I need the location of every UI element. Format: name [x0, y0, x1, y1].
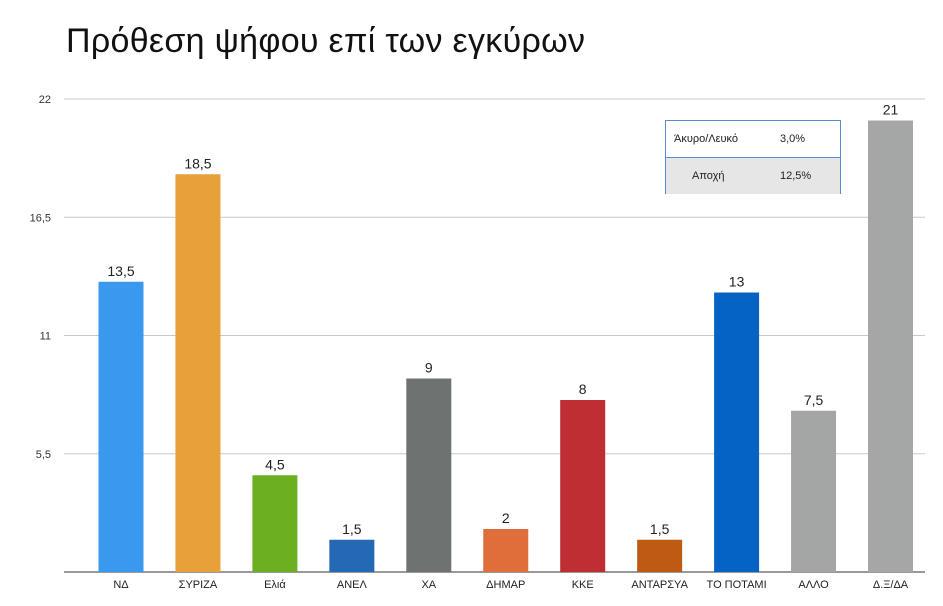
x-tick-label: ΑΝΤΑΡΣΥΑ	[631, 579, 688, 591]
stats-table: Άκυρο/Λευκό 3,0% Αποχή 12,5%	[665, 120, 841, 194]
x-tick-label: Ελιά	[264, 579, 286, 591]
bar-value-label: 21	[883, 102, 899, 118]
bar-value-label: 13,5	[107, 263, 134, 279]
bar-value-label: 9	[425, 360, 433, 376]
x-tick-label: ΑΛΛΟ	[798, 579, 829, 591]
y-tick-label: 5,5	[36, 449, 51, 461]
bar	[98, 281, 144, 572]
x-tick-label: ΧΑ	[421, 579, 436, 591]
y-tick-label: 16,5	[30, 212, 51, 224]
stats-divider	[666, 157, 840, 158]
bar	[714, 292, 760, 572]
bar-value-label: 8	[579, 381, 587, 397]
x-axis-tick-labels: ΝΔ ΣΥΡΙΖΑ Ελιά ΑΝΕΛ ΧΑ ΔΗΜΑΡ ΚΚΕ ΑΝΤΑΡΣΥΑ ΤΟ ΠΟΤ…	[113, 579, 908, 591]
stats-row-abstention: Αποχή 12,5%	[666, 158, 840, 194]
bar-value-label: 18,5	[184, 155, 211, 171]
stats-label: Αποχή	[692, 170, 725, 182]
x-tick-label: ΑΝΕΛ	[337, 579, 368, 591]
bar-value-labels: 13,5 18,5 4,5 1,5 9 2 8 1,5 13 7,5 21	[107, 102, 898, 537]
stats-label: Άκυρο/Λευκό	[674, 133, 739, 145]
x-tick-label: ΚΚΕ	[572, 579, 594, 591]
bar	[868, 120, 913, 572]
x-tick-label: ΤΟ ΠΟΤΑΜΙ	[707, 579, 767, 591]
bar	[637, 539, 683, 572]
bar-value-label: 1,5	[342, 521, 362, 537]
y-tick-label: 22	[39, 94, 51, 106]
x-tick-label: ΣΥΡΙΖΑ	[179, 579, 218, 591]
bar	[175, 174, 221, 572]
bars	[98, 120, 913, 572]
stats-value: 3,0%	[780, 133, 806, 145]
x-tick-label: ΝΔ	[113, 579, 129, 591]
bar-value-label: 7,5	[804, 392, 824, 408]
chart-title: Πρόθεση ψήφου επί των εγκύρων	[66, 22, 586, 60]
bar-value-label: 13	[729, 274, 745, 290]
bar	[560, 400, 606, 572]
y-tick-label: 11	[40, 331, 51, 343]
bar-value-label: 4,5	[265, 456, 285, 472]
bar-value-label: 2	[502, 510, 510, 526]
y-axis-tick-labels: 5,5 11 16,5 22	[30, 94, 51, 461]
stats-value: 12,5%	[780, 170, 812, 182]
x-tick-label: Δ.Ξ/ΔΑ	[873, 579, 909, 591]
x-tick-label: ΔΗΜΑΡ	[486, 579, 525, 591]
stats-row-invalid: Άκυρο/Λευκό 3,0%	[666, 121, 840, 157]
bar	[406, 378, 452, 572]
bar	[791, 410, 837, 572]
bar	[329, 539, 375, 572]
bar	[252, 475, 298, 572]
bar-value-label: 1,5	[650, 521, 670, 537]
bar	[483, 529, 529, 572]
